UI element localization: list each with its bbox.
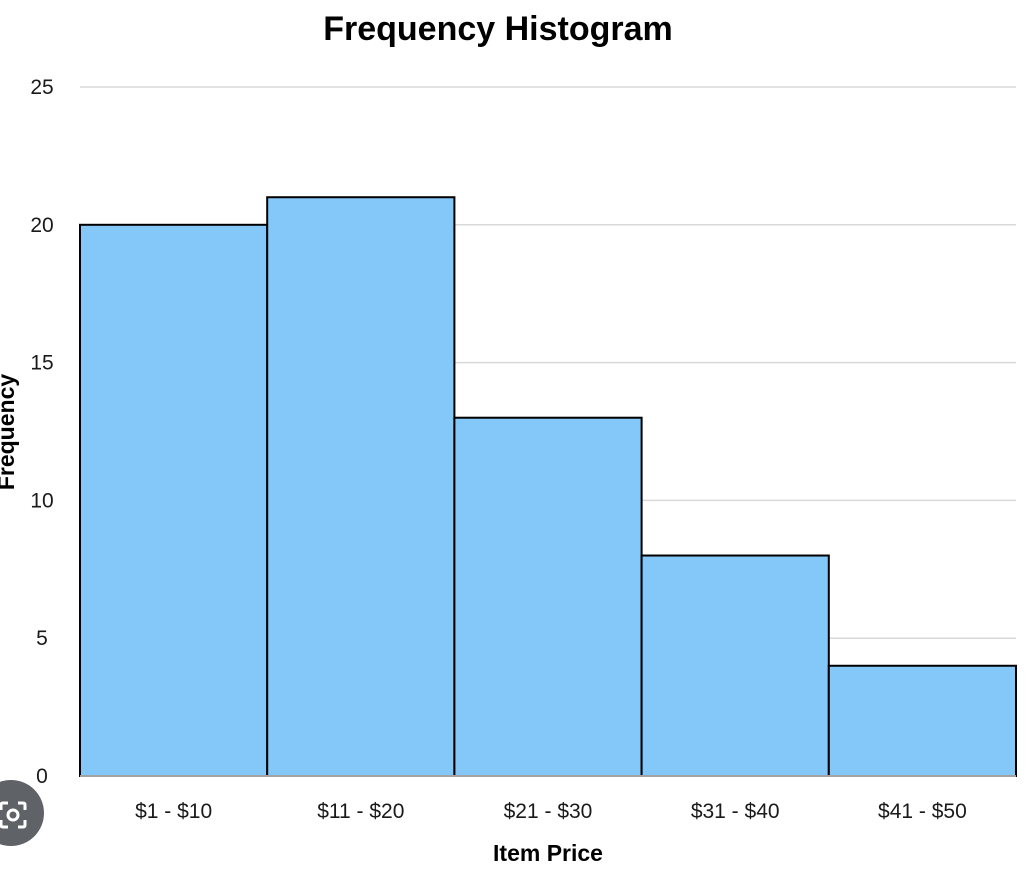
x-tick-label: $31 - $40 [691, 800, 780, 823]
x-tick-label: $1 - $10 [135, 800, 212, 823]
bar [827, 664, 1017, 778]
bar [79, 223, 269, 778]
x-tick-label: $41 - $50 [878, 800, 967, 823]
bar [266, 196, 456, 778]
y-tick-label: 25 [30, 76, 53, 99]
x-tick-label: $21 - $30 [504, 800, 593, 823]
y-tick-label: 20 [30, 214, 53, 237]
y-tick-label: 0 [36, 765, 48, 788]
y-tick-label: 10 [30, 489, 53, 512]
chart-title: Frequency Histogram [323, 10, 673, 48]
y-axis-ticks: 0 5 10 15 20 25 [30, 76, 53, 788]
camera-lens-glyph [0, 801, 27, 829]
y-axis-label: Frequency [0, 374, 19, 491]
x-axis-label: Item Price [493, 840, 603, 866]
x-axis-ticks: $1 - $10 $11 - $20 $21 - $30 $31 - $40 $41 -… [135, 800, 967, 823]
y-tick-label: 5 [36, 627, 48, 650]
bar [640, 554, 830, 778]
y-tick-label: 15 [30, 352, 53, 375]
bar [453, 416, 643, 777]
x-tick-label: $11 - $20 [317, 800, 404, 823]
bars [79, 196, 1017, 778]
